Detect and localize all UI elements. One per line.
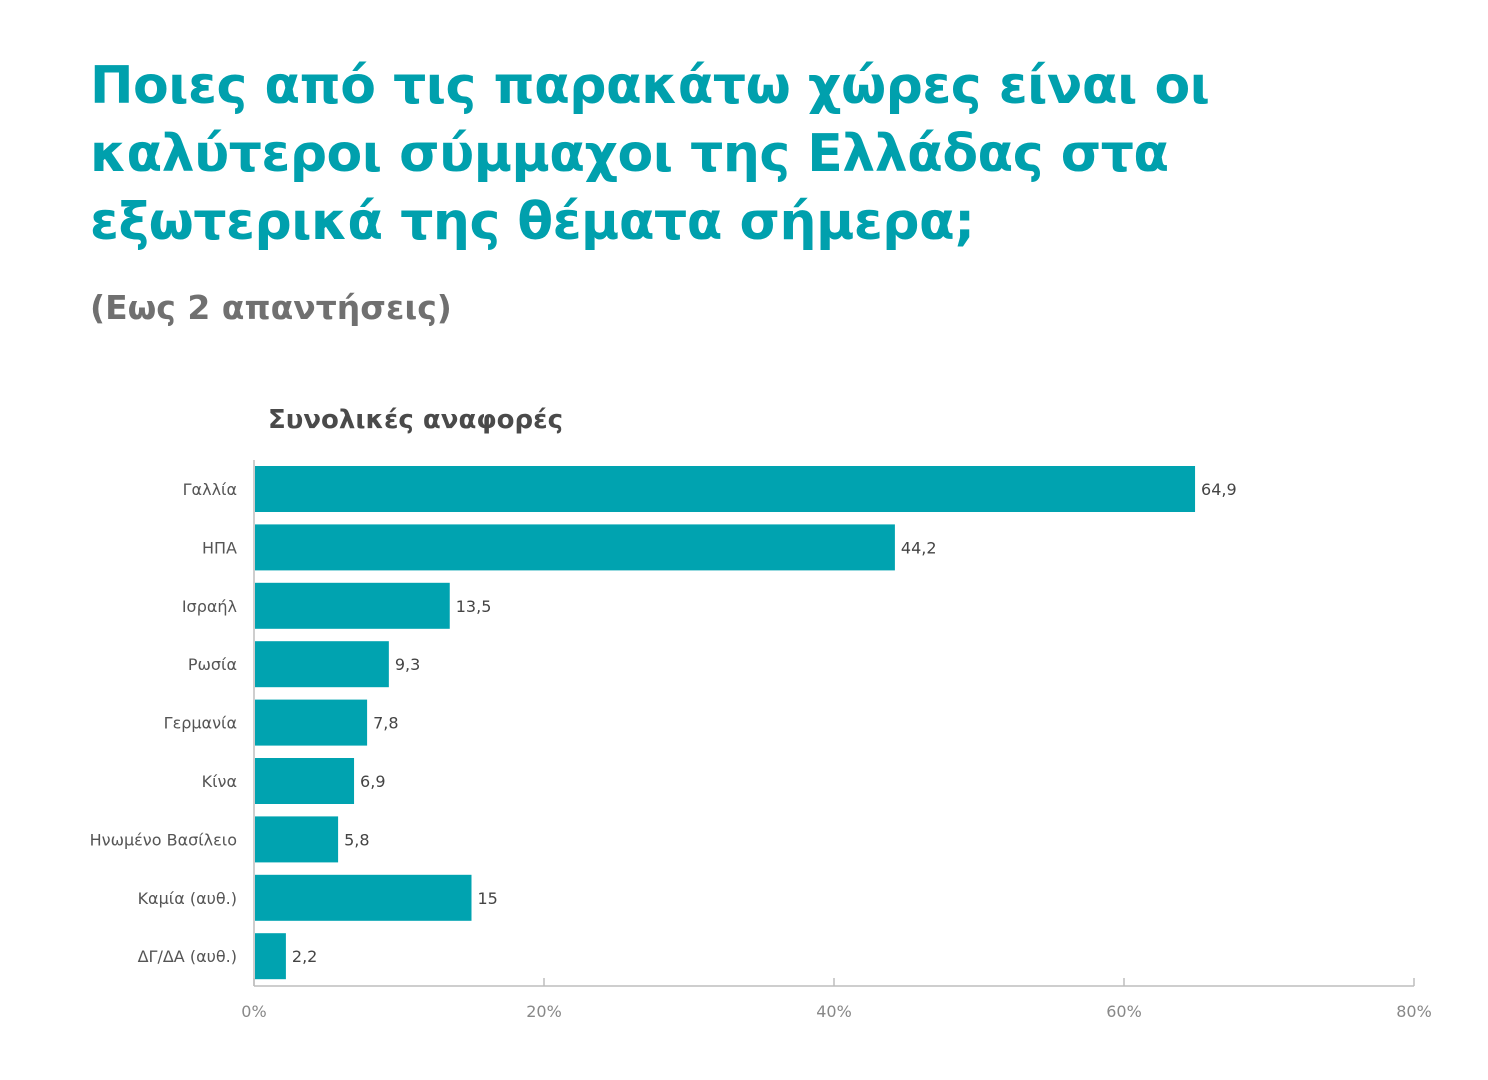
chart-title: Συνολικές αναφορές — [268, 405, 564, 435]
x-tick-label: 40% — [816, 1002, 852, 1021]
category-label: Ισραήλ — [182, 597, 237, 616]
bar-7 — [255, 874, 472, 921]
page-subtitle: (Εως 2 απαντήσεις) — [90, 288, 452, 327]
data-label: 44,2 — [901, 538, 937, 557]
bar-6 — [255, 816, 339, 863]
data-label: 6,9 — [360, 772, 385, 791]
data-label: 13,5 — [456, 597, 492, 616]
data-label: 7,8 — [373, 714, 398, 733]
bar-4 — [255, 699, 368, 746]
category-label: Ηνωμένο Βασίλειο — [90, 830, 237, 849]
data-label: 15 — [478, 889, 498, 908]
axis-group: 0% 20% 40% 60% 80% — [241, 460, 1432, 1021]
data-label: 2,2 — [292, 947, 317, 966]
data-label: 64,9 — [1201, 480, 1237, 499]
bar-2 — [255, 582, 450, 629]
data-label: 9,3 — [395, 655, 420, 674]
bar-8 — [255, 933, 286, 980]
bars-group: Γαλλία 64,9 ΗΠΑ 44,2 Ισραήλ 13,5 Ρωσία 9,3 Γερμα… — [90, 466, 1237, 980]
category-label: Κίνα — [202, 772, 237, 791]
category-label: Γερμανία — [164, 714, 237, 733]
bar-3 — [255, 641, 389, 688]
category-label: ΗΠΑ — [202, 538, 237, 557]
page-title: Ποιες από τις παρακάτω χώρες είναι οι κα… — [90, 56, 1210, 252]
x-tick-label: 0% — [241, 1002, 266, 1021]
data-label: 5,8 — [344, 830, 369, 849]
bar-1 — [255, 524, 895, 571]
category-label: Γαλλία — [183, 480, 237, 499]
x-tick-label: 80% — [1396, 1002, 1432, 1021]
bar-5 — [255, 758, 355, 804]
category-label: Καμία (αυθ.) — [138, 889, 237, 908]
bar-0 — [255, 466, 1196, 512]
category-label: Ρωσία — [188, 655, 237, 674]
x-tick-label: 20% — [526, 1002, 562, 1021]
category-label: ΔΓ/ΔΑ (αυθ.) — [138, 947, 237, 966]
x-tick-label: 60% — [1106, 1002, 1142, 1021]
